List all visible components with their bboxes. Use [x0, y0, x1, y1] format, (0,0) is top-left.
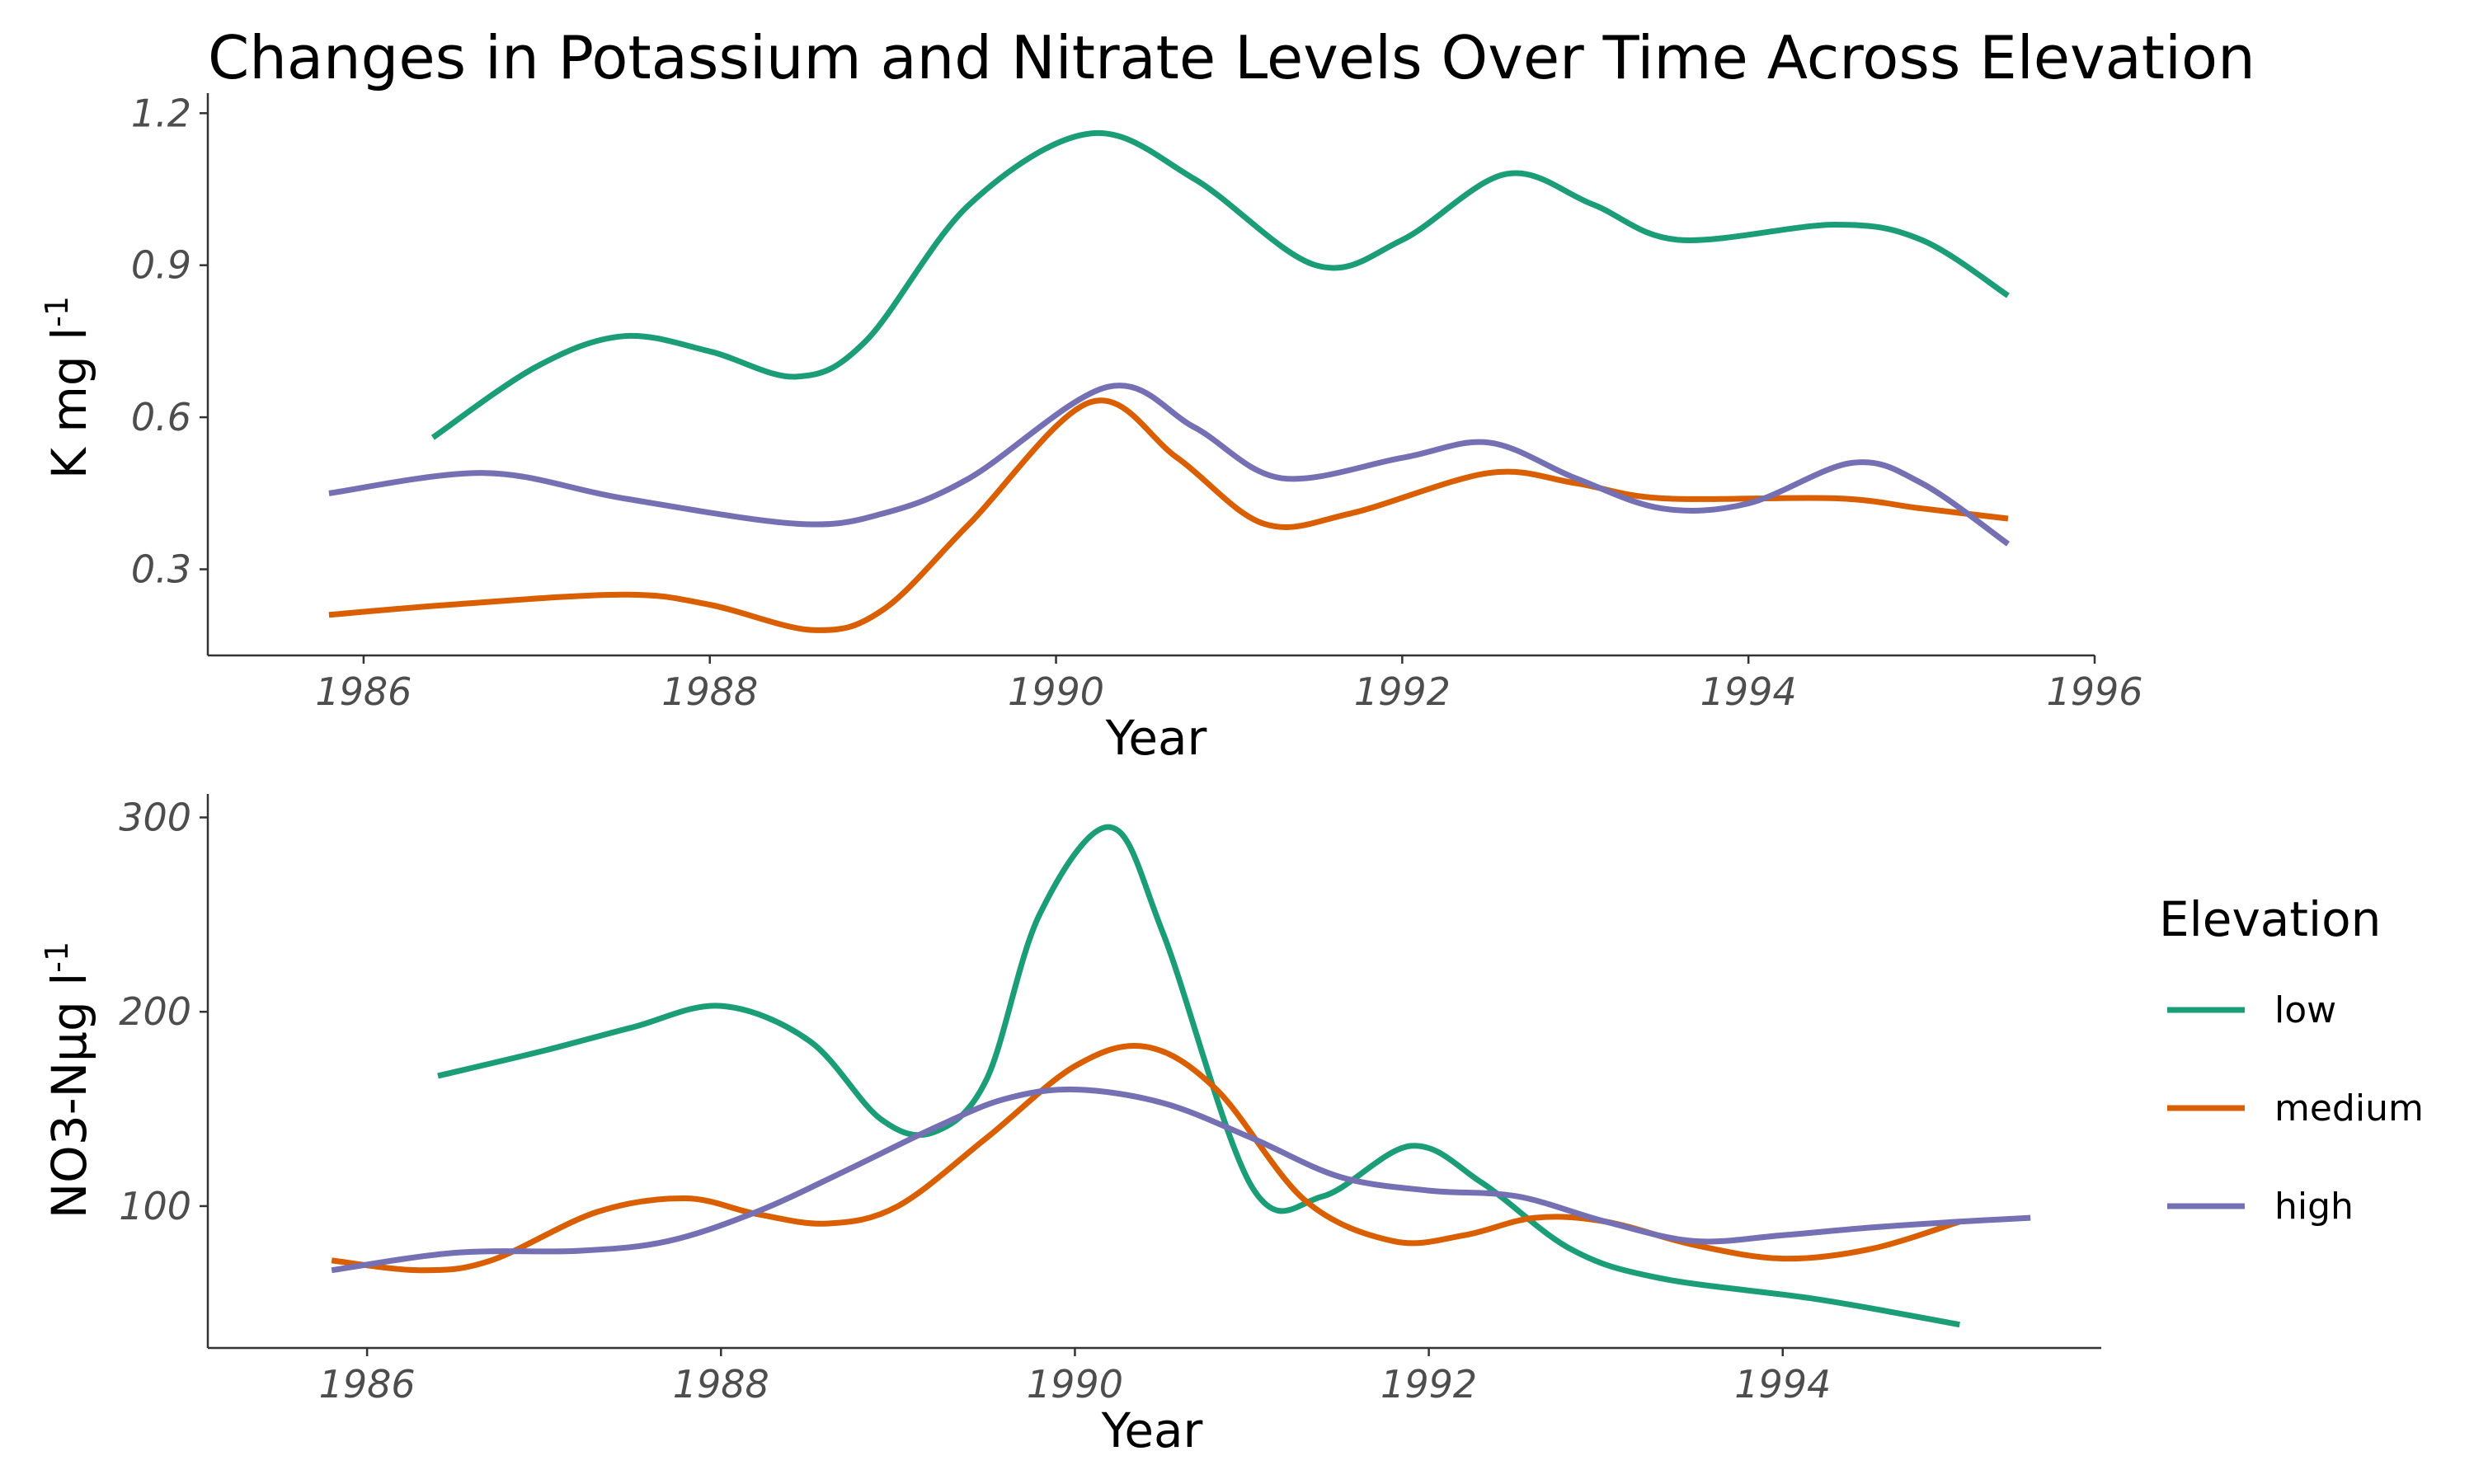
- potassium-x-tick-label: 1986: [315, 669, 412, 714]
- potassium-x-axis-title: Year: [1105, 710, 1207, 766]
- chart-title: Changes in Potassium and Nitrate Levels …: [208, 23, 2255, 92]
- potassium-series-layer: [328, 129, 2011, 633]
- nitrate-x-tick-label: 1990: [1027, 1362, 1123, 1407]
- legend-item-medium: medium: [2167, 1087, 2424, 1129]
- nitrate-y-tick-label: 100: [119, 1184, 191, 1228]
- nitrate-panel: 1986 1988 1990 1992 1994 100 200 300 Year NO3-N…: [39, 794, 2101, 1458]
- potassium-y-tick-label: 0.6: [131, 395, 191, 439]
- potassium-series-line-medium: [328, 397, 2009, 633]
- potassium-x-tick-label: 1994: [1700, 669, 1797, 714]
- nitrate-y-axis-title-text: NO3-Nμg l: [41, 973, 97, 1219]
- legend-label-medium: medium: [2274, 1087, 2424, 1129]
- potassium-series-line-low: [430, 129, 2010, 440]
- nitrate-series-line-low: [437, 824, 1960, 1328]
- nitrate-y-axis-title: NO3-Nμg l-1: [39, 942, 97, 1219]
- potassium-series-line-high: [328, 383, 2011, 547]
- nitrate-x-tick-label: 1994: [1734, 1362, 1831, 1407]
- potassium-x-tick-label: 1990: [1008, 669, 1104, 714]
- legend-title: Elevation: [2159, 891, 2381, 947]
- potassium-y-axis-title: K mg l-1: [39, 296, 97, 479]
- nitrate-x-tick-label: 1988: [673, 1362, 769, 1407]
- legend-label-low: low: [2274, 989, 2336, 1031]
- legend: Elevation low medium high: [2159, 891, 2424, 1228]
- potassium-y-tick-label: 0.9: [131, 243, 191, 288]
- nitrate-y-tick-label: 300: [119, 796, 191, 840]
- nitrate-series-line-high: [331, 1086, 2031, 1274]
- potassium-y-tick-label: 0.3: [131, 547, 191, 592]
- potassium-axes: 1986 1988 1990 1992 1994 1996 0.3 0.6 0.9 1.2: [131, 91, 2143, 714]
- nitrate-y-axis-title-superscript: -1: [39, 942, 75, 973]
- potassium-y-tick-label: 1.2: [131, 91, 191, 135]
- potassium-x-tick-label: 1996: [2046, 669, 2142, 714]
- potassium-y-axis-title-superscript: -1: [39, 296, 75, 327]
- legend-item-high: high: [2167, 1186, 2354, 1228]
- potassium-x-tick-label: 1992: [1354, 669, 1451, 714]
- nitrate-x-tick-label: 1986: [319, 1362, 416, 1407]
- nitrate-y-tick-label: 200: [119, 989, 191, 1034]
- legend-label-high: high: [2274, 1186, 2354, 1228]
- potassium-x-tick-label: 1988: [661, 669, 758, 714]
- nitrate-x-axis-title: Year: [1101, 1402, 1203, 1458]
- nitrate-axes: 1986 1988 1990 1992 1994 100 200 300: [119, 794, 2101, 1407]
- nitrate-x-tick-label: 1992: [1380, 1362, 1477, 1407]
- potassium-y-axis-title-text: K mg l: [41, 327, 97, 479]
- potassium-panel: 1986 1988 1990 1992 1994 1996 0.3 0.6 0.9 1.2 Yea…: [39, 91, 2143, 766]
- legend-item-low: low: [2167, 989, 2336, 1031]
- nitrate-series-layer: [331, 824, 2031, 1328]
